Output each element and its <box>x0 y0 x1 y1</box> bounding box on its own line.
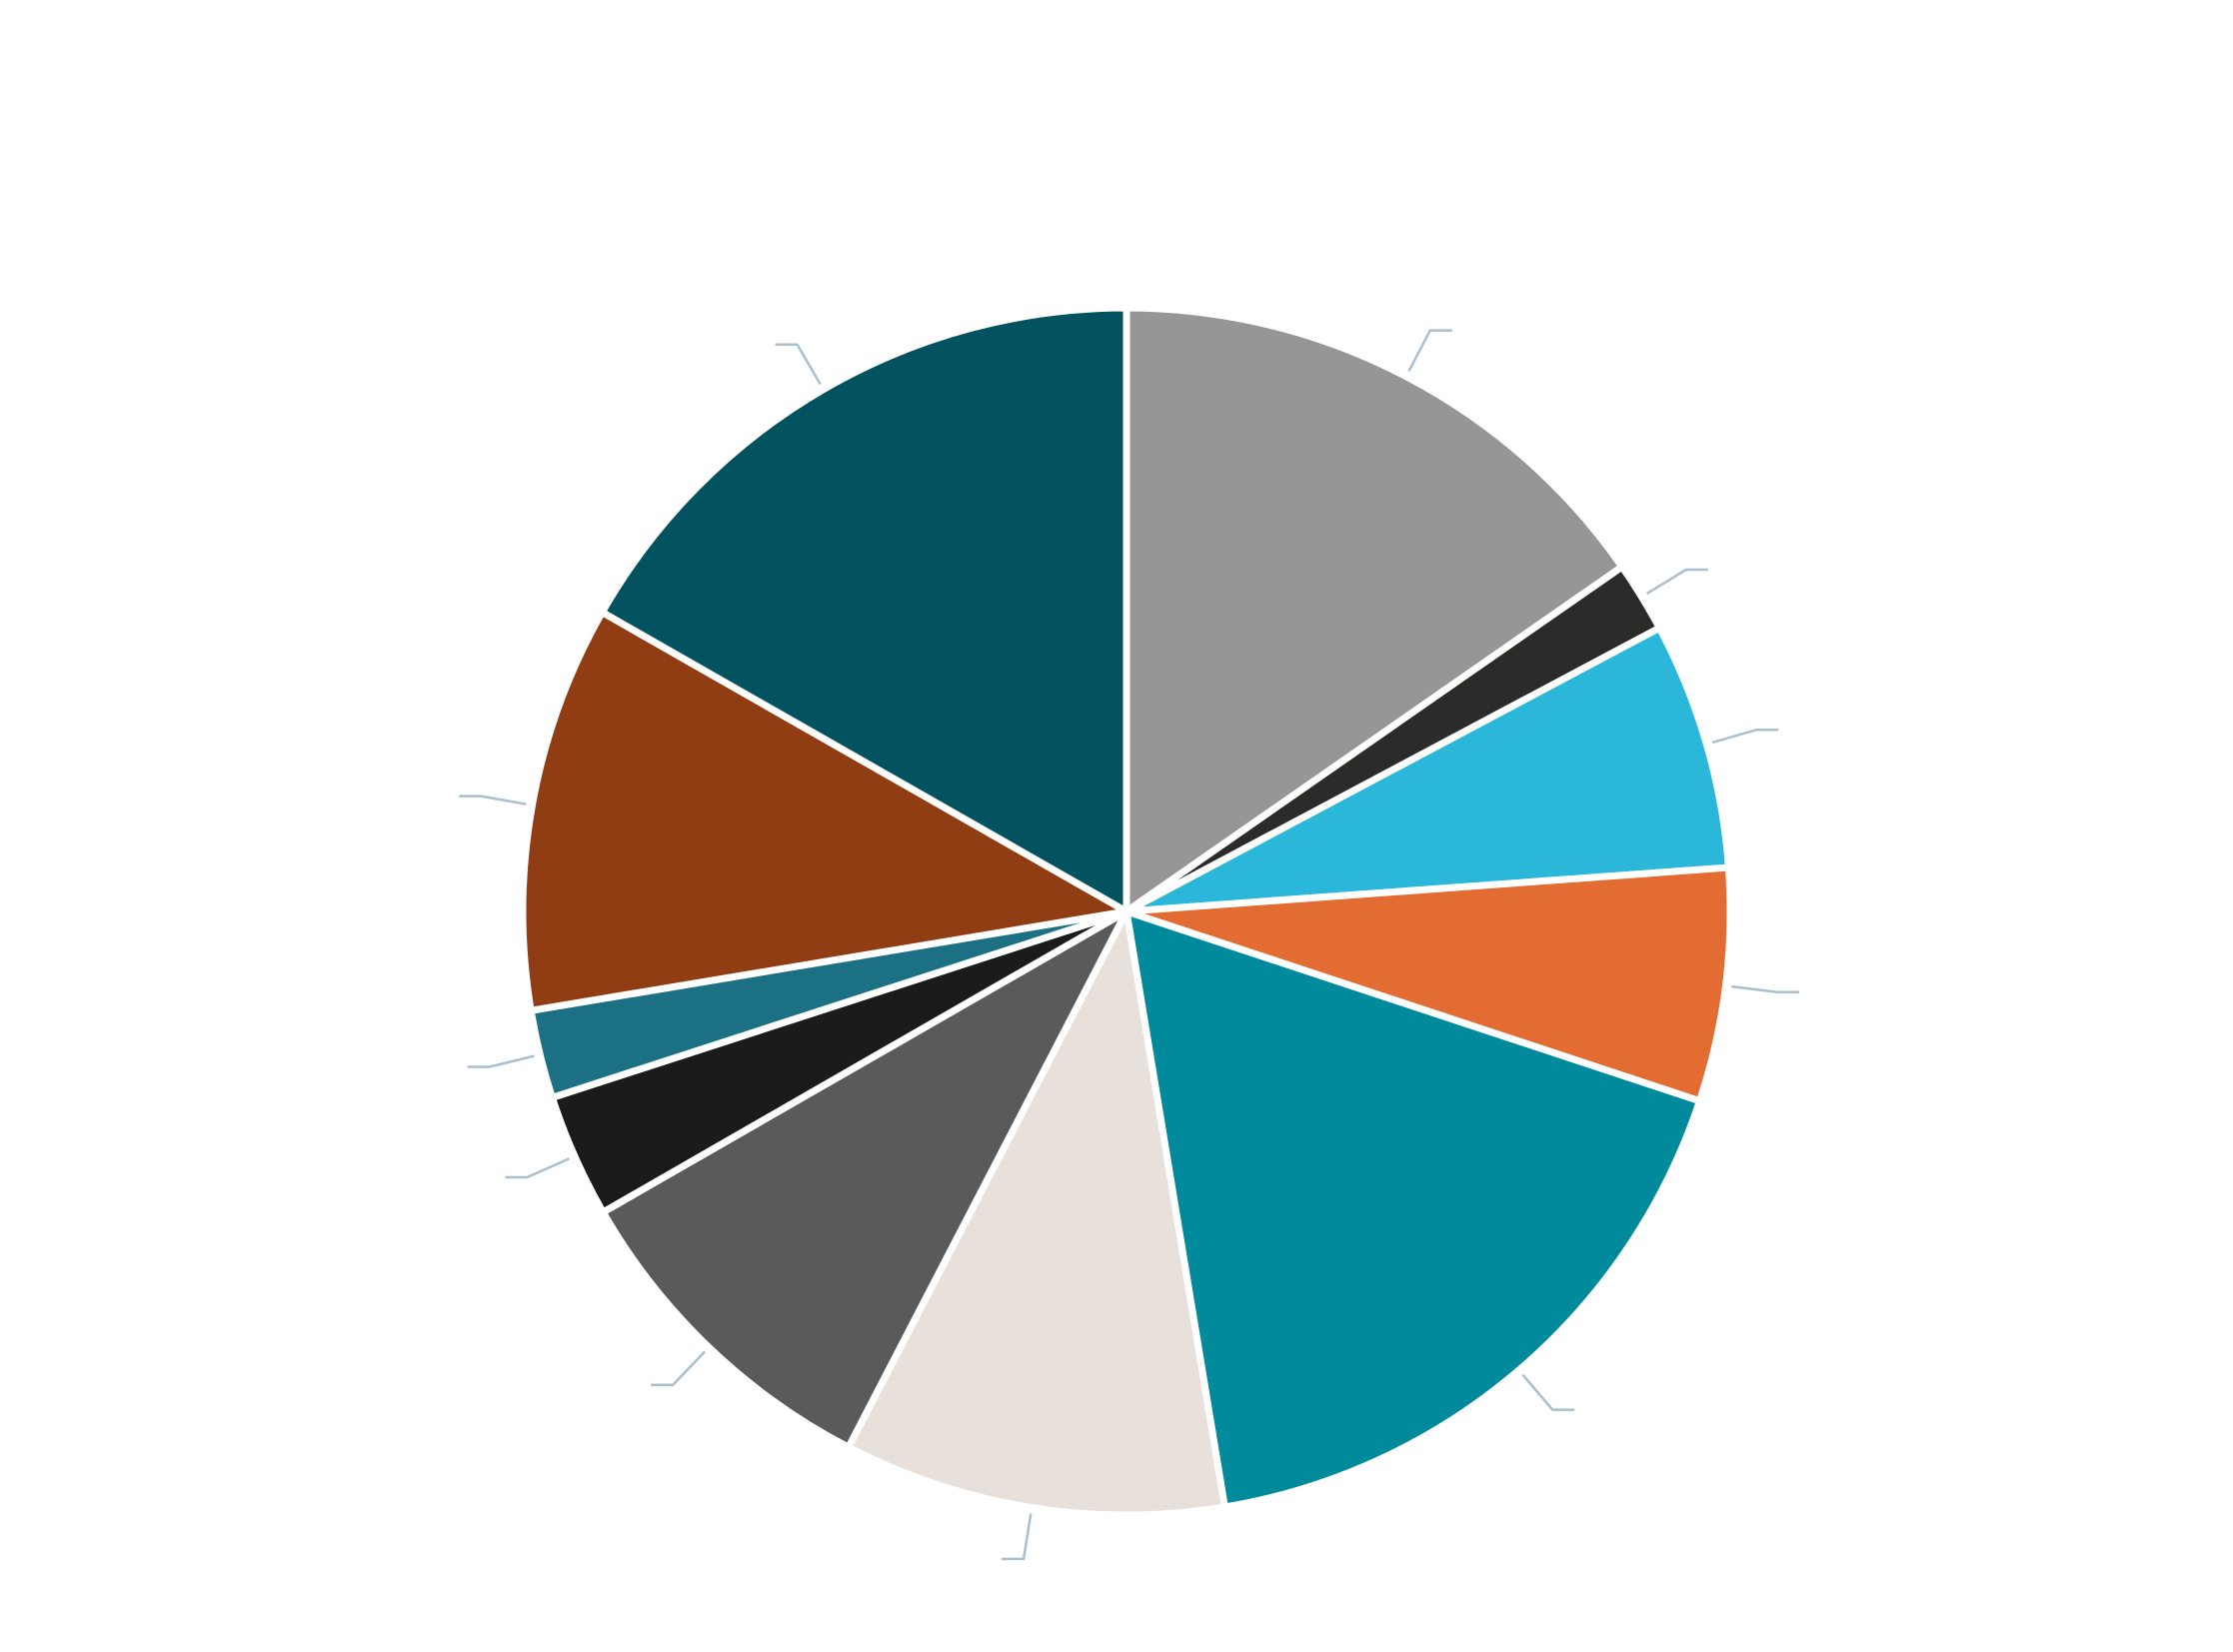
pie-slice-4 <box>1124 863 1734 1106</box>
pie-slice-10 <box>519 607 1137 1015</box>
pie-slice-11 <box>597 304 1130 918</box>
leader-line-6 <box>1002 1513 1033 1561</box>
leader-line-7 <box>651 1350 707 1386</box>
pie-slice-7 <box>598 902 1135 1452</box>
leader-line-10 <box>459 795 527 806</box>
pie-slices <box>519 304 1734 1519</box>
leader-line-3 <box>1711 728 1779 745</box>
pie-slice-6 <box>844 900 1229 1519</box>
pie-slice-1 <box>1122 304 1627 918</box>
leader-line-8 <box>505 1157 570 1179</box>
pie-slice-5 <box>1121 905 1704 1511</box>
leader-line-1 <box>1407 329 1452 372</box>
pie-slice-3 <box>1124 623 1733 915</box>
leader-line-9 <box>467 1054 535 1068</box>
leader-line-4 <box>1731 984 1799 993</box>
leader-lines <box>459 329 1799 1561</box>
leader-line-2 <box>1645 568 1708 596</box>
leader-line-5 <box>1521 1373 1575 1411</box>
leader-line-11 <box>775 343 822 386</box>
